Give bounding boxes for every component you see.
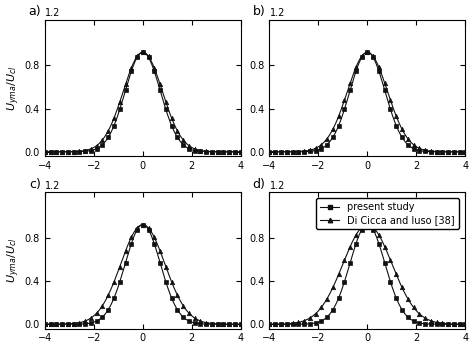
Text: 1.2: 1.2 [270, 181, 285, 191]
Text: c): c) [29, 178, 41, 191]
Text: b): b) [253, 6, 265, 18]
Text: d): d) [253, 178, 265, 191]
Y-axis label: $U_{yma}/U_{cl}$: $U_{yma}/U_{cl}$ [6, 238, 22, 283]
Text: a): a) [28, 6, 41, 18]
Legend: present study, Di Cicca and Iuso [38]: present study, Di Cicca and Iuso [38] [316, 199, 458, 229]
Text: 1.2: 1.2 [270, 8, 285, 18]
Text: 1.2: 1.2 [45, 181, 60, 191]
Text: 1.2: 1.2 [45, 8, 60, 18]
Y-axis label: $U_{yma}/U_{cl}$: $U_{yma}/U_{cl}$ [6, 65, 22, 111]
